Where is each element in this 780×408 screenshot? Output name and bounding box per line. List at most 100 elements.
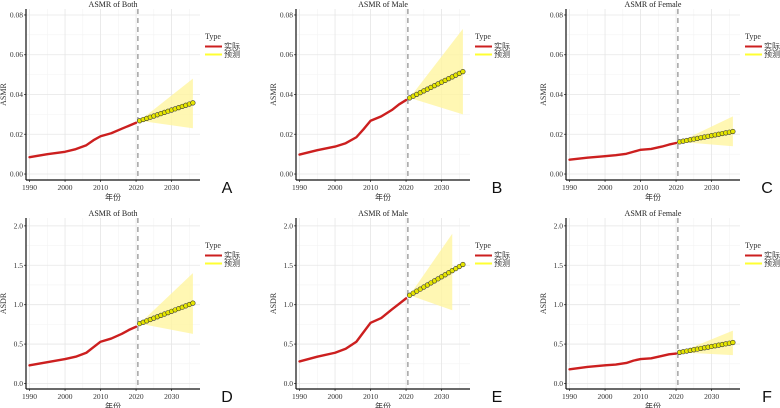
chart-title: ASMR of Female xyxy=(625,209,682,218)
y-tick-label: 1.0 xyxy=(554,300,564,309)
x-axis-label: 年份 xyxy=(105,401,121,408)
legend-label-forecast: 预测 xyxy=(764,49,780,59)
y-tick-label: 0.5 xyxy=(284,340,294,349)
chart-panel-b: 1990 2000 2010 2020 2030 0.00 0.02 0.04 0.06 0.08… xyxy=(269,0,510,202)
x-axis-label: 年份 xyxy=(645,401,661,408)
legend-title: Type xyxy=(205,32,221,41)
actual-series-line xyxy=(568,141,678,161)
chart-panel-a: 1990 2000 2010 2020 2030 0.00 0.02 0.04 0.06 0.08… xyxy=(0,0,240,202)
x-tick-label: 2000 xyxy=(328,183,343,192)
y-tick-label: 0.0 xyxy=(284,379,294,388)
legend-title: Type xyxy=(745,32,761,41)
y-tick-label: 0.5 xyxy=(554,340,564,349)
y-axis-label: ASMR xyxy=(539,83,548,106)
x-tick-label: 2020 xyxy=(129,392,144,401)
y-tick-label: 0.06 xyxy=(280,50,293,59)
x-tick-label: 2030 xyxy=(434,392,449,401)
chart-title: ASMR of Female xyxy=(625,0,682,9)
x-tick-label: 2000 xyxy=(328,392,343,401)
confidence-ribbon xyxy=(409,28,463,115)
actual-series-line xyxy=(28,121,138,159)
legend-label-actual: 实际 xyxy=(764,41,780,51)
legend-title: Type xyxy=(205,241,221,250)
y-tick-label: 2.0 xyxy=(554,221,564,230)
forecast-point xyxy=(730,128,736,135)
panel-letter: D xyxy=(221,389,233,406)
x-tick-label: 2020 xyxy=(129,183,144,192)
x-tick-label: 2010 xyxy=(633,183,648,192)
x-axis-label: 年份 xyxy=(645,192,661,202)
legend-label-forecast: 预测 xyxy=(224,258,240,268)
legend-title: Type xyxy=(745,241,761,250)
chart-panel-d: 1990 2000 2010 2020 2030 0.0 0.5 1.0 1.5 2.0 ASMR … xyxy=(0,209,240,408)
y-tick-label: 0.5 xyxy=(14,340,24,349)
y-tick-label: 0.00 xyxy=(550,170,563,179)
y-tick-label: 1.5 xyxy=(14,261,24,270)
forecast-point xyxy=(730,339,736,346)
x-tick-label: 2000 xyxy=(598,392,613,401)
y-tick-label: 0.04 xyxy=(550,90,563,99)
legend-label-forecast: 预测 xyxy=(494,258,510,268)
y-tick-label: 1.0 xyxy=(284,300,294,309)
y-tick-label: 0.06 xyxy=(550,50,563,59)
y-tick-label: 0.08 xyxy=(550,10,563,19)
x-tick-label: 2020 xyxy=(669,183,684,192)
y-tick-label: 0.06 xyxy=(10,50,23,59)
forecast-point xyxy=(190,300,196,306)
y-tick-label: 0.0 xyxy=(554,379,564,388)
y-tick-label: 2.0 xyxy=(284,221,294,230)
panel-letter: E xyxy=(492,389,503,406)
legend-label-actual: 实际 xyxy=(494,41,510,51)
x-tick-label: 2030 xyxy=(434,183,449,192)
x-tick-label: 2000 xyxy=(58,392,73,401)
y-axis-label: ASMR xyxy=(269,83,278,106)
x-tick-label: 2030 xyxy=(704,392,719,401)
y-tick-label: 0.08 xyxy=(10,10,23,19)
confidence-ribbon xyxy=(409,233,453,311)
x-tick-label: 2010 xyxy=(363,392,378,401)
legend-label-forecast: 预测 xyxy=(494,49,510,59)
y-tick-label: 0.00 xyxy=(10,170,23,179)
x-tick-label: 1990 xyxy=(22,183,37,192)
panel-letter: A xyxy=(222,180,233,197)
x-axis-label: 年份 xyxy=(375,192,391,202)
x-tick-label: 2020 xyxy=(399,183,414,192)
actual-series-line xyxy=(28,325,138,367)
x-tick-label: 1990 xyxy=(292,183,307,192)
legend-label-forecast: 预测 xyxy=(764,258,780,268)
chart-title: ASMR of Male xyxy=(358,209,408,218)
actual-series-line xyxy=(298,297,408,363)
y-tick-label: 0.02 xyxy=(10,130,23,139)
legend-label-actual: 实际 xyxy=(224,250,240,260)
actual-series-line xyxy=(568,352,678,371)
x-tick-label: 1990 xyxy=(22,392,37,401)
panel-letter: C xyxy=(761,180,773,197)
x-axis-label: 年份 xyxy=(105,192,121,202)
x-tick-label: 2010 xyxy=(633,392,648,401)
x-tick-label: 2010 xyxy=(93,183,108,192)
x-tick-label: 2000 xyxy=(598,183,613,192)
chart-panel-c: 1990 2000 2010 2020 2030 0.00 0.02 0.04 0.06 0.08… xyxy=(539,0,780,202)
x-tick-label: 1990 xyxy=(562,183,577,192)
x-tick-label: 1990 xyxy=(292,392,307,401)
y-tick-label: 0.02 xyxy=(280,130,293,139)
legend-label-actual: 实际 xyxy=(764,250,780,260)
y-axis-label: ASDR xyxy=(269,292,278,314)
chart-panel-f: 1990 2000 2010 2020 2030 0.0 0.5 1.0 1.5 2.0 ASMR … xyxy=(539,209,780,408)
x-tick-label: 2030 xyxy=(164,183,179,192)
x-tick-label: 2020 xyxy=(399,392,414,401)
actual-series-line xyxy=(298,98,408,156)
legend-label-actual: 实际 xyxy=(494,250,510,260)
forecast-point xyxy=(460,69,466,75)
y-tick-label: 1.5 xyxy=(554,261,564,270)
y-tick-label: 0.08 xyxy=(280,10,293,19)
x-axis-label: 年份 xyxy=(375,401,391,408)
x-tick-label: 2010 xyxy=(363,183,378,192)
y-axis-label: ASMR xyxy=(0,83,8,106)
y-tick-label: 0.04 xyxy=(280,90,293,99)
